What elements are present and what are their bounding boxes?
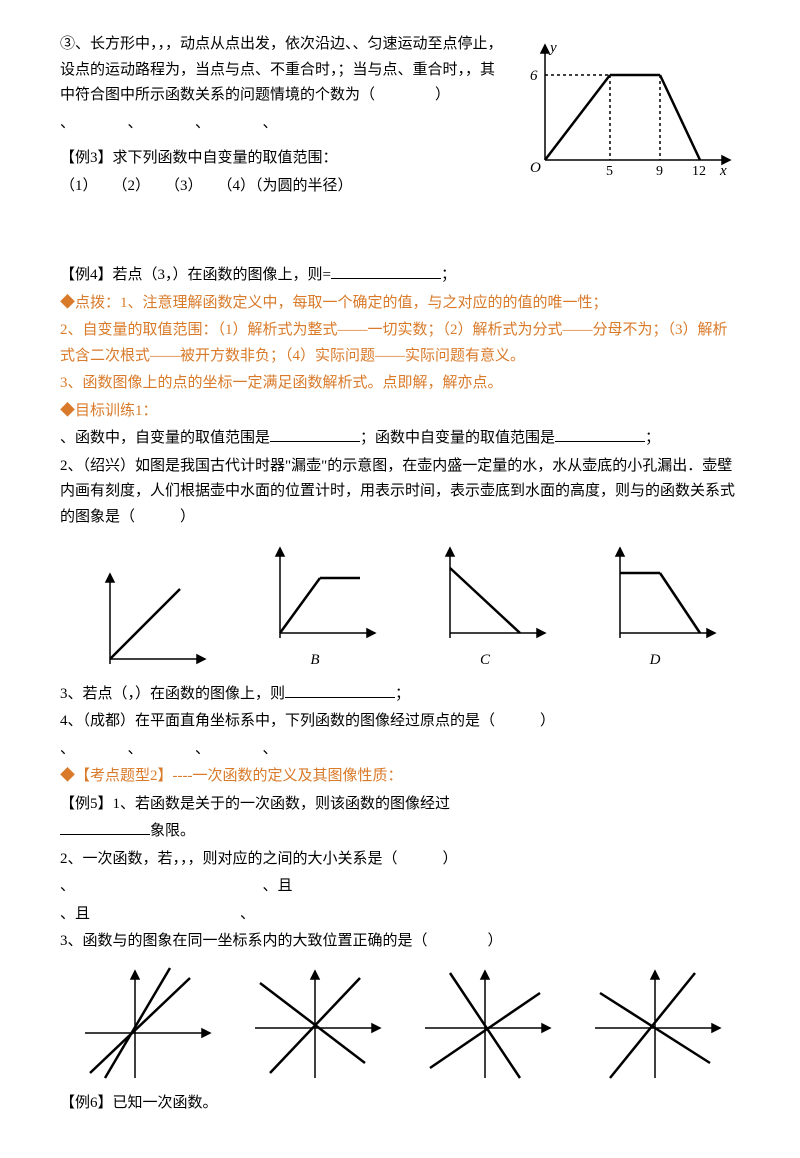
svg-text:y: y bbox=[548, 40, 557, 56]
svg-text:6: 6 bbox=[530, 68, 538, 84]
train-head: ◆目标训练1： bbox=[60, 399, 740, 425]
tip3: 3、函数图像上的点的坐标一定满足函数解析式。点即解，解亦点。 bbox=[60, 371, 740, 397]
svg-text:x: x bbox=[719, 163, 727, 179]
q4: 4、（成都）在平面直角坐标系中，下列函数的图像经过原点的是（ ） bbox=[60, 709, 740, 735]
ex5-1: 【例5】1、若函数是关于的一次函数，则该函数的图像经过 bbox=[60, 792, 740, 818]
linegraph-c bbox=[415, 963, 555, 1083]
ex5-1b: 象限。 bbox=[60, 819, 740, 845]
svg-text:12: 12 bbox=[692, 164, 706, 179]
q3: 3、若点（，）在函数的图像上，则； bbox=[60, 682, 740, 708]
linegraph-b bbox=[245, 963, 385, 1083]
linegraph-a bbox=[75, 963, 215, 1083]
option-label-b: B bbox=[250, 648, 380, 674]
example6: 【例6】已知一次函数。 bbox=[60, 1091, 740, 1117]
ex5-3: 3、函数与的图象在同一坐标系内的大致位置正确的是（ ） bbox=[60, 929, 740, 955]
option-label-c: C bbox=[420, 648, 550, 674]
topic2: ◆【考点题型2】----一次函数的定义及其图像性质： bbox=[60, 764, 740, 790]
q4-options: 、 、 、 、 bbox=[60, 737, 740, 763]
ex5-2-opts1: 、 、且 bbox=[60, 874, 740, 900]
option-chart-a bbox=[80, 564, 210, 674]
option-label-d: D bbox=[590, 648, 720, 674]
option-chart-b: B bbox=[250, 538, 380, 674]
option-charts-row2 bbox=[60, 963, 740, 1083]
train2: 2、（绍兴）如图是我国古代计时器"漏壶"的示意图，在壶内盛一定量的水，水从壶底的… bbox=[60, 454, 740, 531]
tip-head: ◆点拨：1、注意理解函数定义中，每取一个确定的值，与之对应的的值的唯一性； bbox=[60, 291, 740, 317]
ex5-2-opts2: 、且 、 bbox=[60, 902, 740, 928]
example4: 【例4】若点（3，）在函数的图像上，则=； bbox=[60, 263, 740, 289]
train1: 、函数中，自变量的取值范围是；函数中自变量的取值范围是； bbox=[60, 426, 740, 452]
option-chart-d: D bbox=[590, 538, 720, 674]
tip2: 2、自变量的取值范围：（1）解析式为整式——一切实数；（2）解析式为分式——分母… bbox=[60, 318, 740, 369]
svg-text:5: 5 bbox=[606, 164, 613, 179]
svg-text:O: O bbox=[530, 160, 541, 176]
svg-text:9: 9 bbox=[656, 164, 663, 179]
option-charts-row1: B C D bbox=[60, 538, 740, 674]
linegraph-d bbox=[585, 963, 725, 1083]
option-chart-c: C bbox=[420, 538, 550, 674]
ex5-2: 2、一次函数，若，，，则对应的之间的大小关系是（ ） bbox=[60, 847, 740, 873]
piecewise-chart: 6 O 5 9 12 x y bbox=[520, 30, 740, 180]
